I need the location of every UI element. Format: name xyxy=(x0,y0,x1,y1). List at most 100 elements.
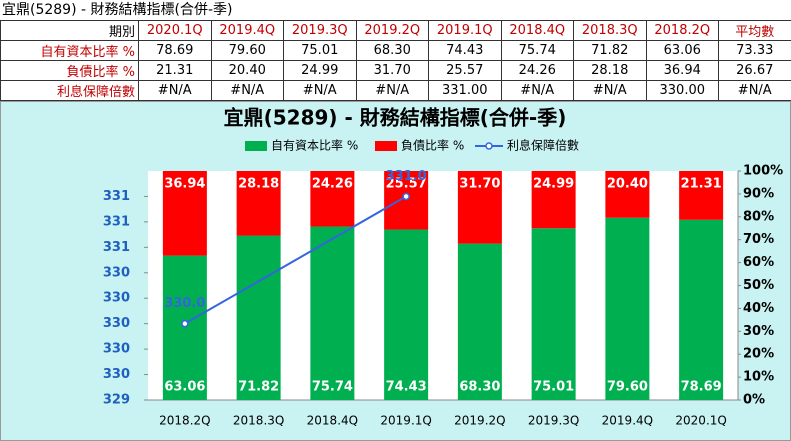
data-label: 20.40 xyxy=(607,177,648,192)
y2-tick-label: 80% xyxy=(743,209,774,224)
x-tick-label: 2018.3Q xyxy=(233,414,284,428)
y-tick-label: 330 xyxy=(103,316,130,331)
data-label: 31.70 xyxy=(459,177,500,192)
header-cell: 期別 xyxy=(1,21,139,41)
cell: 26.67 xyxy=(719,61,791,81)
data-label: 74.43 xyxy=(386,380,427,395)
header-cell: 平均數 xyxy=(719,21,791,41)
legend-label: 利息保障倍數 xyxy=(507,138,579,153)
cell: 75.01 xyxy=(284,41,357,61)
cell: 331.00 xyxy=(429,81,502,101)
y-tick-label: 330 xyxy=(103,265,130,280)
data-label: 68.30 xyxy=(459,380,500,395)
x-tick-label: 2018.2Q xyxy=(159,414,210,428)
x-tick-label: 2019.3Q xyxy=(528,414,579,428)
data-label: 63.06 xyxy=(164,380,205,395)
data-label: 24.26 xyxy=(312,177,353,192)
y-tick-label: 330 xyxy=(103,342,130,357)
data-label: 71.82 xyxy=(238,380,279,395)
data-label: 24.99 xyxy=(533,177,574,192)
cell: 79.60 xyxy=(211,41,284,61)
row-label: 自有資本比率 % xyxy=(1,41,139,61)
cell: 20.40 xyxy=(211,61,284,81)
y2-tick-label: 10% xyxy=(743,370,774,385)
header-cell: 2018.4Q xyxy=(501,21,574,41)
x-tick-label: 2019.2Q xyxy=(454,414,505,428)
x-tick-label: 2019.4Q xyxy=(602,414,653,428)
header-cell: 2019.1Q xyxy=(429,21,502,41)
cell: #N/A xyxy=(139,81,212,101)
cell: 63.06 xyxy=(646,41,719,61)
y2-tick-label: 100% xyxy=(743,164,783,179)
y2-tick-label: 70% xyxy=(743,232,774,247)
cell: 75.74 xyxy=(501,41,574,61)
y2-tick-label: 90% xyxy=(743,186,774,201)
plot-area xyxy=(148,171,738,400)
header-cell: 2018.2Q xyxy=(646,21,719,41)
bar-segment xyxy=(310,227,354,400)
data-label: 330.0 xyxy=(164,296,205,311)
data-label: 75.74 xyxy=(312,380,353,395)
legend-swatch xyxy=(375,141,397,151)
y-tick-label: 331 xyxy=(103,214,130,229)
cell: 21.31 xyxy=(139,61,212,81)
bar-segment xyxy=(163,256,207,400)
row-label: 負債比率 % xyxy=(1,61,139,81)
data-label: 36.94 xyxy=(164,177,205,192)
data-label: 75.01 xyxy=(533,380,574,395)
cell: 73.33 xyxy=(719,41,791,61)
y2-tick-label: 40% xyxy=(743,301,774,316)
bar-segment xyxy=(605,218,649,400)
page-title: 宜鼎(5289) - 財務結構指標(合併-季) xyxy=(0,0,791,20)
data-label: 331.0 xyxy=(386,169,427,184)
cell: 330.00 xyxy=(646,81,719,101)
y2-tick-label: 30% xyxy=(743,324,774,339)
header-cell: 2019.2Q xyxy=(356,21,429,41)
y2-tick-label: 50% xyxy=(743,278,774,293)
cell: #N/A xyxy=(574,81,647,101)
y-tick-label: 330 xyxy=(103,367,130,382)
y2-tick-label: 60% xyxy=(743,255,774,270)
chart-title: 宜鼎(5289) - 財務結構指標(合併-季) xyxy=(224,106,567,130)
cell: 36.94 xyxy=(646,61,719,81)
header-cell: 2018.3Q xyxy=(574,21,647,41)
cell: 25.57 xyxy=(429,61,502,81)
cell: 68.30 xyxy=(356,41,429,61)
line-point xyxy=(403,193,409,199)
cell: #N/A xyxy=(284,81,357,101)
cell: #N/A xyxy=(211,81,284,101)
legend-swatch xyxy=(245,141,267,151)
y-tick-label: 329 xyxy=(103,393,130,408)
y2-tick-label: 20% xyxy=(743,347,774,362)
x-tick-label: 2020.1Q xyxy=(675,414,726,428)
bar-segment xyxy=(384,230,428,400)
cell: #N/A xyxy=(356,81,429,101)
x-tick-label: 2019.1Q xyxy=(380,414,431,428)
data-label: 21.31 xyxy=(681,177,722,192)
header-cell: 2019.3Q xyxy=(284,21,357,41)
data-label: 28.18 xyxy=(238,177,279,192)
cell: #N/A xyxy=(501,81,574,101)
data-label: 78.69 xyxy=(681,380,722,395)
bar-segment xyxy=(458,244,502,400)
y-tick-label: 331 xyxy=(103,240,130,255)
header-cell: 2020.1Q xyxy=(139,21,212,41)
legend-label: 負債比率 % xyxy=(401,138,464,153)
cell: 74.43 xyxy=(429,41,502,61)
y-tick-label: 330 xyxy=(103,291,130,306)
cell: 24.99 xyxy=(284,61,357,81)
header-cell: 2019.4Q xyxy=(211,21,284,41)
cell: #N/A xyxy=(719,81,791,101)
bar-segment xyxy=(532,228,576,400)
cell: 31.70 xyxy=(356,61,429,81)
x-tick-label: 2018.4Q xyxy=(307,414,358,428)
legend-label: 自有資本比率 % xyxy=(271,138,358,153)
data-label: 79.60 xyxy=(607,380,648,395)
legend-marker xyxy=(486,143,492,149)
cell: 28.18 xyxy=(574,61,647,81)
y-tick-label: 331 xyxy=(103,189,130,204)
cell: 78.69 xyxy=(139,41,212,61)
